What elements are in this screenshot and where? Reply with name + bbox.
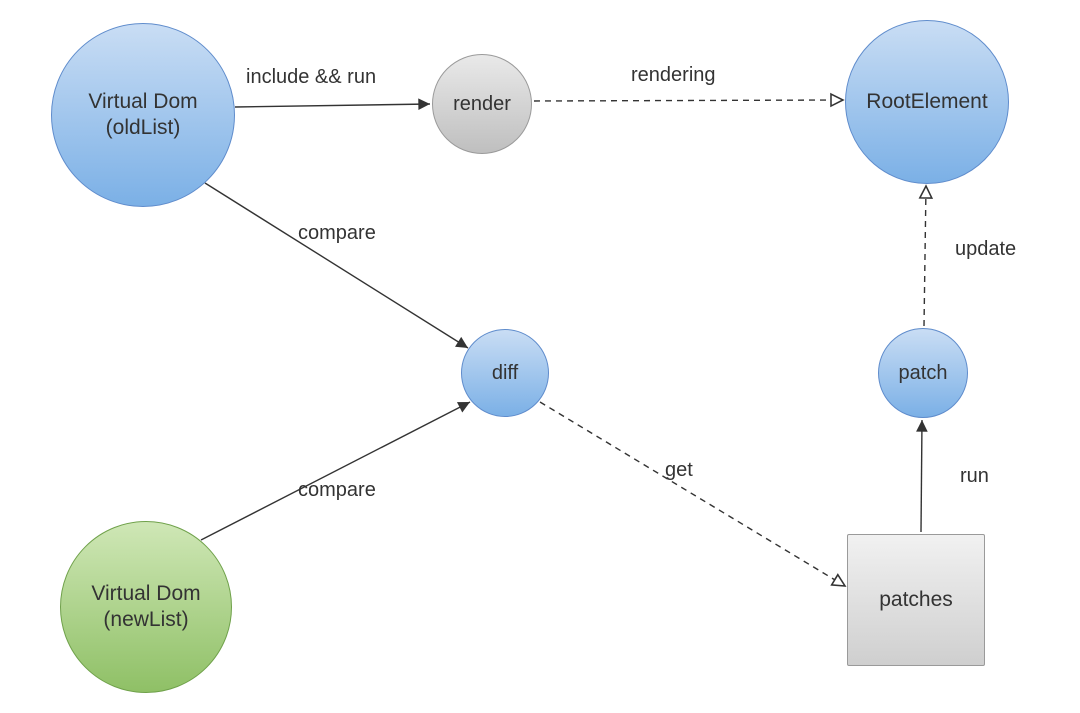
edge-e6: [921, 420, 922, 532]
edge-label-run: run: [960, 465, 989, 488]
node-label: render: [453, 92, 511, 117]
node-virtual-dom-new: Virtual Dom (newList): [60, 521, 232, 693]
node-render: render: [432, 54, 532, 154]
edge-e1: [235, 104, 430, 107]
node-diff: diff: [461, 329, 549, 417]
node-label: patches: [879, 587, 953, 613]
node-patches: patches: [847, 534, 985, 666]
edge-label-update: update: [955, 238, 1016, 261]
edge-e5: [540, 402, 845, 586]
node-virtual-dom-old: Virtual Dom (oldList): [51, 23, 235, 207]
edge-e3: [205, 183, 468, 348]
node-patch: patch: [878, 328, 968, 418]
node-label: RootElement: [866, 89, 987, 115]
node-label: Virtual Dom (newList): [91, 581, 200, 634]
node-label: Virtual Dom (oldList): [88, 89, 197, 142]
edge-label-rendering: rendering: [631, 64, 716, 87]
edge-label-compare-new: compare: [298, 479, 376, 502]
edge-e4: [201, 402, 470, 540]
edge-e2: [534, 100, 843, 101]
diagram-stage: Virtual Dom (oldList) render RootElement…: [0, 0, 1080, 713]
edge-label-compare-old: compare: [298, 222, 376, 245]
edge-label-include-run: include && run: [246, 66, 376, 89]
edge-e7: [924, 186, 926, 326]
node-label: patch: [899, 361, 948, 386]
edge-label-get: get: [665, 459, 693, 482]
node-label: diff: [492, 361, 518, 386]
node-root-element: RootElement: [845, 20, 1009, 184]
